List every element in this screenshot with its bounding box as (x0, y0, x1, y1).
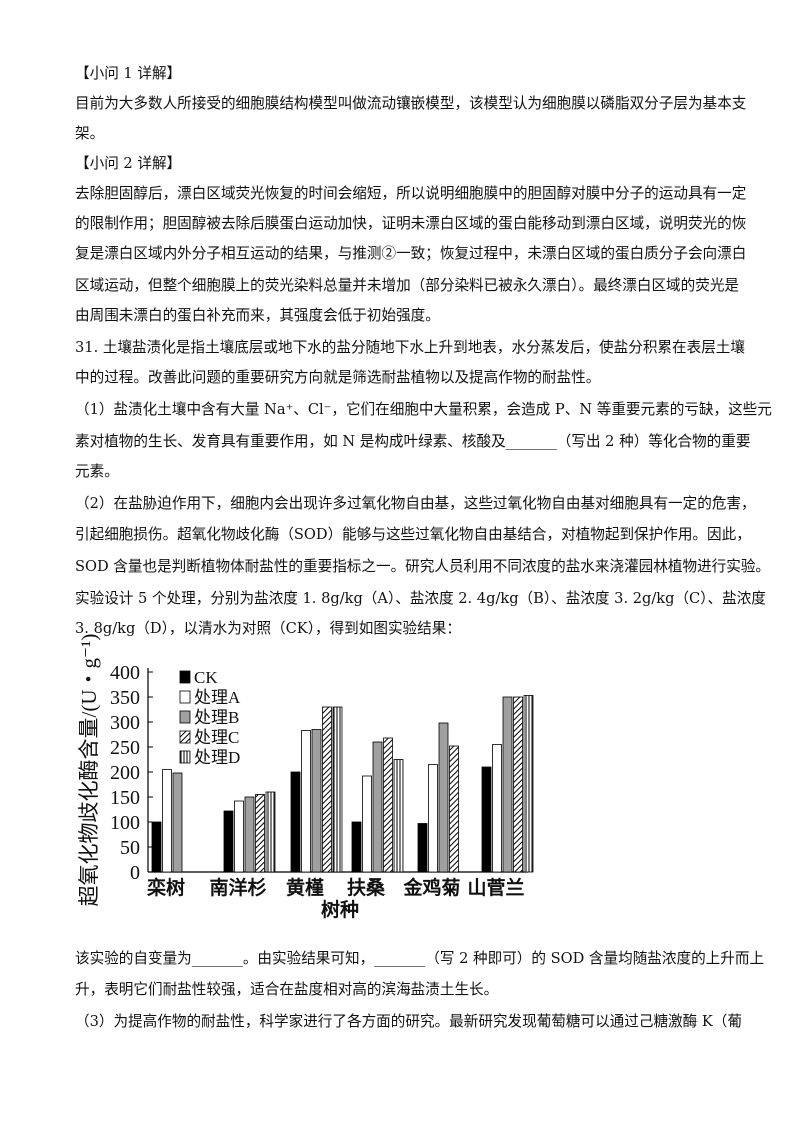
text-line: SOD 含量也是判断植物体耐盐性的重要指标之一。研究人员利用不同浓度的盐水来浇灌… (75, 558, 771, 575)
bar (513, 696, 523, 873)
text-line: （2）在盐胁迫作用下，细胞内会出现许多过氧化物自由基，这些过氧化物自由基对细胞具… (75, 495, 756, 512)
y-tick-label: 300 (110, 712, 140, 734)
bar (244, 796, 255, 873)
y-tick-label: 200 (110, 762, 140, 784)
bar (332, 706, 343, 873)
bar (234, 800, 244, 873)
bar (151, 821, 162, 873)
x-tick-label: 栾树 (146, 876, 185, 899)
x-tick-label: 金鸡菊 (402, 876, 460, 899)
bar (351, 821, 362, 873)
bar (162, 769, 172, 873)
x-tick-label: 南洋杉 (209, 876, 266, 899)
y-axis-title: 超氧化物歧化酶含量/(U・g⁻¹) (77, 634, 101, 907)
x-axis-title: 树种 (321, 898, 359, 921)
text-line: 元素。 (75, 463, 119, 480)
bar (492, 744, 502, 873)
bar (362, 775, 372, 873)
x-tick-label: 黄槿 (286, 876, 324, 899)
bar (255, 794, 265, 873)
legend-label: 处理D (194, 748, 240, 767)
text-line: 升，表明它们耐盐性较强，适合在盐度相对高的滨海盐渍土生长。 (75, 981, 499, 998)
bar (265, 791, 276, 873)
bar (428, 764, 438, 873)
y-tick-label: 250 (110, 737, 140, 759)
y-tick-label: 0 (130, 862, 140, 884)
bar (383, 737, 393, 873)
text-line: 【小问 1 详解】 (75, 65, 182, 82)
text-line: 3. 8g/kg（D），以清水为对照（CK），得到如图实验结果： (75, 620, 461, 637)
y-tick-label: 350 (110, 687, 140, 709)
text-line: 去除胆固醇后，漂白区域荧光恢复的时间会缩短，所以说明细胞膜中的胆固醇对膜中分子的… (75, 185, 747, 202)
legend-label: 处理C (194, 728, 239, 747)
bar (290, 771, 301, 873)
text-line: 复是漂白区域内外分子相互运动的结果，与推测②一致；恢复过程中，未漂白区域的蛋白质… (75, 245, 747, 262)
bar (481, 766, 492, 873)
text-line: 区域运动，但整个细胞膜上的荧光染料总量并未增加（部分染料已被永久漂白）。最终漂白… (75, 277, 740, 294)
text-line: 目前为大多数人所接受的细胞膜结构模型叫做流动镶嵌模型，该模型认为细胞膜以磷脂双分… (75, 95, 747, 112)
bar (372, 741, 383, 873)
legend-swatch (179, 690, 191, 704)
text-line: 由周围未漂白的蛋白补充而来，其强度会低于初始强度。 (75, 307, 440, 324)
bar (449, 745, 459, 873)
bar (172, 772, 183, 873)
text-line: 素对植物的生长、发育具有重要作用，如 N 是构成叶绿素、核酸及_______（写… (75, 433, 751, 450)
y-tick-label: 150 (110, 787, 140, 809)
bar (438, 722, 449, 873)
bar (417, 823, 428, 873)
bar (311, 729, 322, 873)
bar (301, 730, 311, 873)
x-tick-label: 扶桑 (347, 876, 386, 899)
y-tick-label: 100 (110, 812, 140, 834)
legend-label: 处理B (194, 708, 239, 727)
bar (502, 696, 513, 873)
text-line: 实验设计 5 个处理，分别为盐浓度 1. 8g/kg（A）、盐浓度 2. 4g/… (75, 590, 766, 607)
bar (322, 706, 332, 873)
text-line: （1）盐渍化土壤中含有大量 Na⁺、Cl⁻，它们在细胞中大量积累，会造成 P、N… (75, 401, 772, 418)
text-line: 【小问 2 详解】 (75, 155, 182, 172)
bar (223, 810, 234, 873)
text-line: 中的过程。改善此问题的重要研究方向就是筛选耐盐植物以及提高作物的耐盐性。 (75, 369, 601, 386)
legend-swatch (179, 750, 191, 764)
text-line: 该实验的自变量为_______。由实验结果可知，_______（写 2 种即可）… (75, 950, 765, 967)
legend-label: CK (194, 668, 218, 687)
bar (393, 759, 404, 873)
text-line: 架。 (75, 125, 105, 142)
x-tick-label: 山菅兰 (467, 876, 524, 899)
y-tick-label: 400 (110, 662, 140, 684)
text-line: 的限制作用；胆固醇被去除后膜蛋白运动加快，证明未漂白区域的蛋白能移动到漂白区域，… (75, 215, 747, 232)
legend-label: 处理A (194, 688, 241, 707)
y-tick-label: 50 (120, 837, 140, 859)
legend-swatch (179, 710, 191, 724)
text-line: 引起细胞损伤。超氧化物歧化酶（SOD）能够与这些过氧化物自由基结合，对植物起到保… (75, 526, 751, 543)
bar (523, 695, 534, 873)
legend-swatch (179, 670, 191, 684)
legend-swatch (179, 730, 191, 744)
text-line: （3）为提高作物的耐盐性，科学家进行了各方面的研究。最新研究发现葡萄糖可以通过己… (75, 1013, 742, 1030)
text-line: 31. 土壤盐渍化是指土壤底层或地下水的盐分随地下水上升到地表，水分蒸发后，使盐… (75, 339, 745, 356)
